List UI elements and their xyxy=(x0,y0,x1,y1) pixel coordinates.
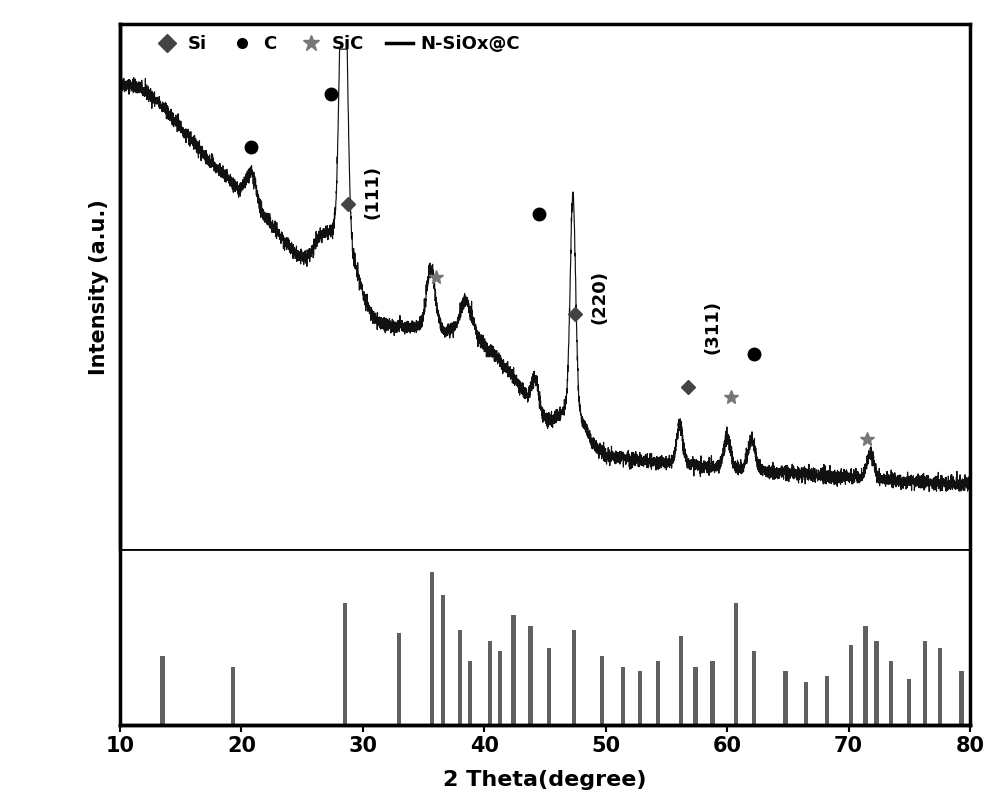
Bar xyxy=(397,634,401,725)
Bar xyxy=(160,656,165,724)
Bar xyxy=(547,648,551,725)
Bar xyxy=(907,679,911,724)
Bar xyxy=(441,595,445,724)
X-axis label: 2 Theta(degree): 2 Theta(degree) xyxy=(443,770,647,791)
Bar xyxy=(710,661,715,724)
Bar xyxy=(734,603,738,725)
Bar xyxy=(863,625,868,724)
Text: (311): (311) xyxy=(704,300,722,354)
Bar xyxy=(638,671,642,724)
Text: (220): (220) xyxy=(591,270,609,324)
Bar xyxy=(923,641,927,725)
Bar xyxy=(430,572,434,724)
Bar xyxy=(938,648,942,725)
Bar xyxy=(458,630,462,724)
Bar xyxy=(825,675,829,724)
Text: (111): (111) xyxy=(364,165,382,219)
Bar xyxy=(488,641,492,725)
Bar xyxy=(783,671,788,724)
Bar xyxy=(656,661,660,724)
Bar xyxy=(231,667,235,724)
Bar xyxy=(498,651,502,724)
Bar xyxy=(849,646,853,724)
Bar xyxy=(679,636,683,724)
Bar xyxy=(600,656,604,724)
Bar xyxy=(528,625,533,724)
Bar xyxy=(693,667,698,724)
Legend: Si, C, SiC, N-SiOx@C: Si, C, SiC, N-SiOx@C xyxy=(146,28,527,60)
Bar xyxy=(468,661,472,724)
Bar xyxy=(752,651,756,724)
Bar xyxy=(959,671,964,724)
Y-axis label: Intensity (a.u.): Intensity (a.u.) xyxy=(89,199,109,374)
Bar xyxy=(572,630,576,724)
Bar xyxy=(511,615,516,724)
Bar xyxy=(621,667,625,724)
Bar xyxy=(343,603,347,725)
Bar xyxy=(804,682,808,725)
Bar xyxy=(874,641,879,725)
Bar xyxy=(889,661,893,724)
